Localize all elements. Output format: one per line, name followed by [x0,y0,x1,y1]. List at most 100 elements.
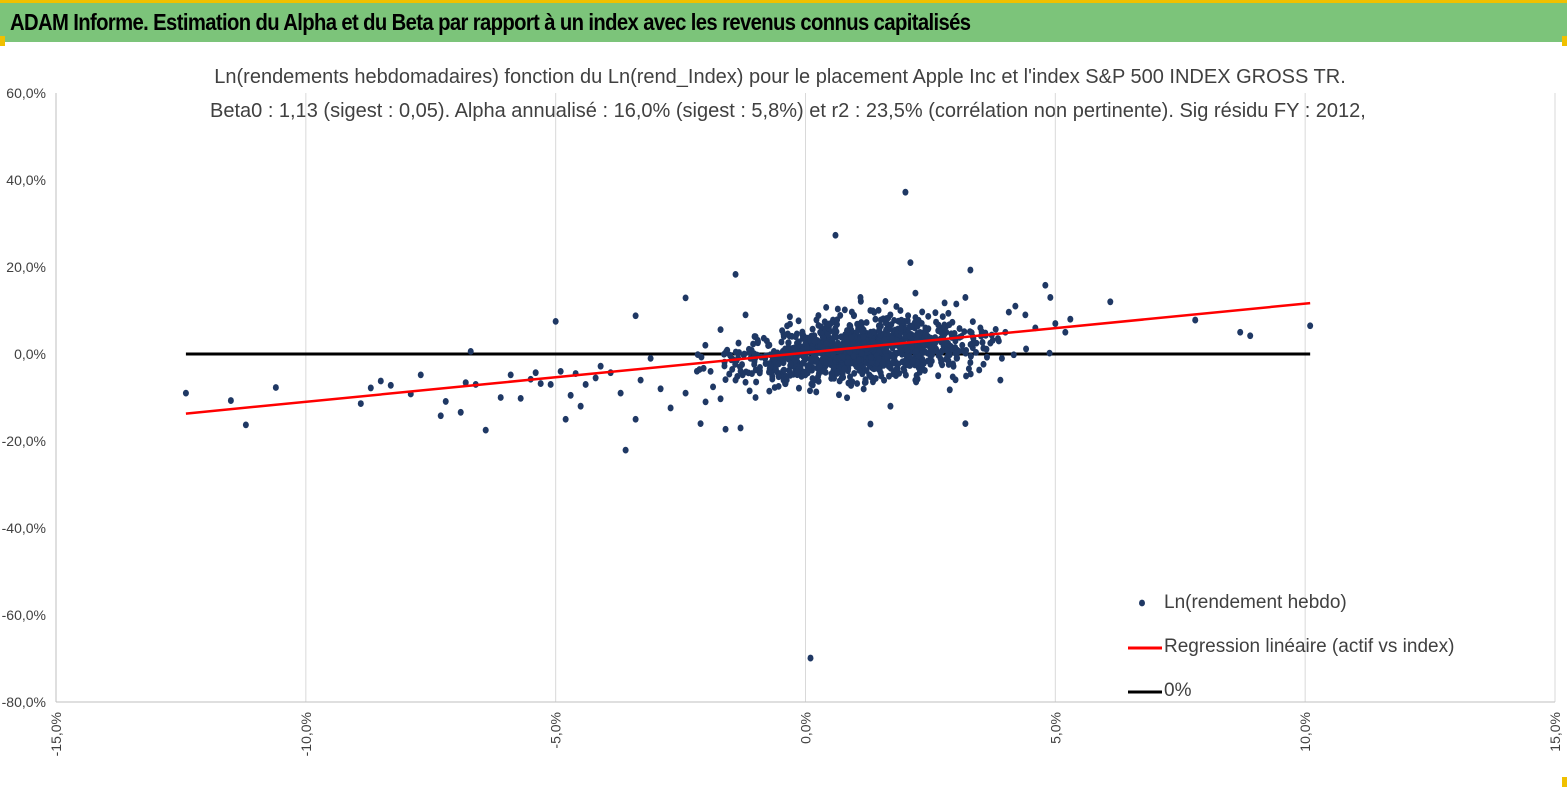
data-point [782,345,789,353]
data-point [577,402,584,410]
data-point [622,446,629,454]
data-point [823,303,830,311]
data-point [726,370,733,378]
x-tick-label: 0,0% [798,712,814,744]
data-point [905,312,912,320]
data-point [983,345,990,353]
data-point [227,397,234,404]
data-point [855,356,862,364]
data-point [854,380,861,387]
data-point [717,326,724,334]
data-point [946,386,953,394]
data-point [722,425,729,433]
data-point [765,342,772,350]
data-point [889,344,896,352]
data-point [795,317,802,325]
data-point [1047,294,1054,301]
data-point [992,325,999,333]
data-point [848,334,855,341]
y-tick-label: 60,0% [6,85,46,101]
data-point [739,361,746,368]
y-tick-label: -40,0% [2,520,46,536]
data-point [632,312,639,320]
data-point [786,313,793,321]
data-point [835,391,842,399]
data-point [831,374,838,382]
data-point [854,320,861,328]
data-point [751,350,758,358]
data-point [707,368,714,375]
data-point [875,306,882,314]
data-point [945,309,952,317]
data-point [791,344,798,352]
data-point [902,371,909,379]
data-point [809,325,816,333]
y-tick-label: -20,0% [2,433,46,449]
data-point [657,385,664,393]
report-title: ADAM Informe. Estimation du Alpha et du … [10,9,971,35]
data-point [959,341,966,349]
data-point [617,389,624,397]
y-tick-label: 40,0% [6,172,46,188]
data-point [702,398,709,406]
data-point [860,339,867,347]
data-point [557,368,564,375]
data-point [875,355,882,363]
data-point [927,360,934,368]
data-point [844,359,851,366]
data-point [876,366,883,374]
data-point [912,289,919,297]
data-point [442,398,449,405]
data-point [847,322,854,330]
data-point [909,357,916,365]
data-point [825,320,832,328]
chart-subtitle: Beta0 : 1,13 (sigest : 0,05). Alpha annu… [210,100,1366,122]
data-point [437,412,444,420]
x-tick-label: -5,0% [548,712,564,749]
data-point [807,334,814,342]
data-point [832,231,839,239]
data-point [582,381,589,388]
data-point [823,359,830,367]
data-point [1022,311,1029,319]
data-point [592,374,599,382]
data-point [995,337,1002,345]
data-point [812,355,819,363]
data-point [893,365,900,373]
data-point [965,365,972,373]
data-point [700,364,707,372]
data-point [1107,298,1114,306]
data-point [924,325,931,333]
data-point [904,361,911,369]
data-point [906,323,913,331]
data-point [897,324,904,332]
data-point [858,350,865,357]
data-point [943,328,950,336]
data-point [913,378,920,386]
data-point [850,352,857,360]
data-point [841,306,848,314]
data-point [182,389,189,397]
data-point [969,340,976,347]
data-point [895,360,902,368]
legend-label-scatter: Ln(rendement hebdo) [1164,592,1347,613]
data-point [912,348,919,355]
data-point [752,366,759,374]
data-point [737,424,744,432]
data-point [843,334,850,342]
data-point [860,385,867,393]
data-point [779,327,786,335]
data-point [808,356,815,364]
data-point [818,323,825,331]
data-point [946,351,953,359]
data-point [357,400,364,407]
data-point [775,360,782,368]
data-point [915,316,922,324]
data-point [969,318,976,326]
data-point [889,353,896,360]
data-point [938,358,945,366]
data-point [637,376,644,384]
data-point [647,354,654,362]
data-point [795,384,802,392]
data-point [880,315,887,323]
